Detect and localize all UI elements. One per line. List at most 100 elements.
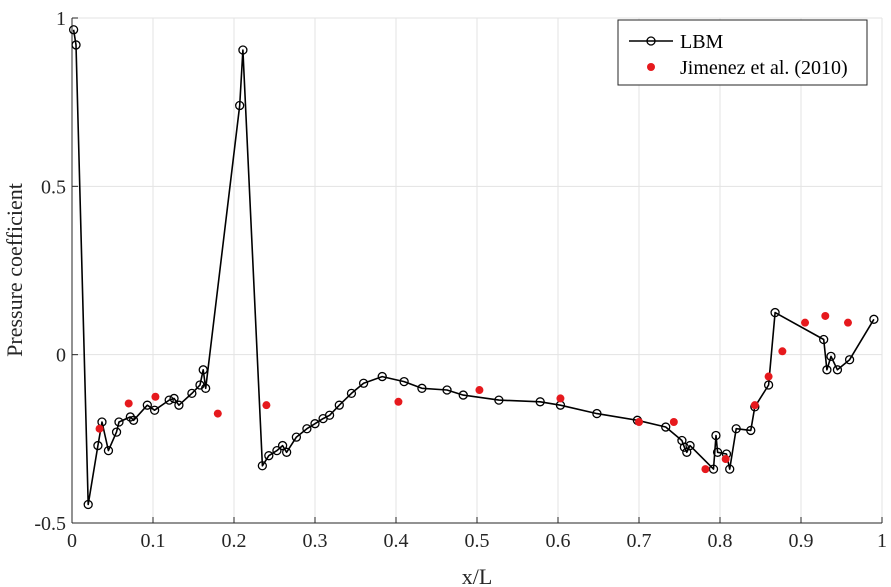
x-axis-title: x/L	[462, 564, 493, 587]
lbm-data-point	[661, 422, 671, 432]
series	[68, 25, 879, 510]
lbm-data-point	[711, 430, 721, 441]
lbm-data-point	[164, 395, 174, 405]
lbm-data-point	[377, 371, 387, 382]
lbm-data-point	[334, 400, 344, 410]
legend-lbm-label: LBM	[680, 31, 724, 53]
lbm-data-point	[399, 376, 409, 387]
jimenez-data-point	[821, 311, 830, 320]
lbm-data-point	[142, 400, 152, 410]
x-tick-label: 0.5	[465, 530, 490, 552]
lbm-data-point	[238, 45, 248, 55]
lbm-data-point	[302, 424, 312, 434]
legend-jimenez-marker	[647, 63, 655, 71]
lbm-data-point	[198, 365, 208, 375]
lbm-data-point	[272, 445, 282, 456]
lbm-data-point	[111, 427, 122, 437]
lbm-data-point	[71, 40, 81, 50]
jimenez-data-point	[262, 401, 271, 410]
jimenez-data-point	[801, 318, 810, 327]
lbm-data-point	[832, 365, 843, 375]
grid	[71, 17, 883, 524]
x-tick-label: 1	[877, 530, 887, 552]
lbm-data-point	[358, 378, 369, 388]
jimenez-data-point	[124, 399, 133, 408]
x-tick-label: 0.4	[384, 530, 409, 552]
y-tick-labels: -0.5 0 0.5 1	[34, 8, 66, 535]
jimenez-data-point	[778, 347, 787, 356]
jimenez-data-point	[721, 455, 730, 464]
x-tick-label: 0	[67, 530, 77, 552]
lbm-data-point	[826, 351, 836, 362]
legend-jimenez-label: Jimenez et al. (2010)	[680, 57, 848, 79]
jimenez-data-point	[669, 418, 678, 426]
x-tick-label: 0.8	[708, 530, 733, 552]
series-0	[68, 25, 879, 510]
lbm-data-point	[535, 397, 545, 407]
lbm-data-point	[819, 334, 829, 345]
y-tick-label: 1	[56, 8, 66, 30]
jimenez-data-point	[394, 397, 403, 406]
lbm-series-line	[72, 29, 875, 506]
x-tick-label: 0.6	[546, 530, 571, 552]
jimenez-data-point	[701, 465, 710, 474]
lbm-data-point	[822, 365, 832, 375]
jimenez-data-point	[750, 401, 759, 410]
lbm-data-point	[200, 383, 211, 393]
x-tick-label: 0.1	[141, 530, 166, 552]
y-tick-label: 0	[56, 345, 66, 367]
legend-box	[617, 19, 868, 86]
lbm-data-point	[103, 445, 114, 456]
lbm-data-point	[291, 432, 302, 442]
x-tick-label: 0.9	[789, 530, 814, 552]
lbm-data-point	[93, 440, 103, 451]
lbm-data-point	[128, 415, 139, 425]
jimenez-data-point	[556, 394, 565, 403]
jimenez-data-point	[213, 409, 222, 418]
legend: LBM Jimenez et al. (2010)	[617, 19, 868, 86]
lbm-data-point	[174, 400, 184, 410]
x-tick-label: 0.2	[222, 530, 247, 552]
lbm-data-point	[187, 388, 197, 399]
jimenez-data-point	[843, 318, 852, 327]
lbm-data-point	[708, 464, 719, 474]
x-tick-labels: 0 0.1 0.2 0.3 0.4 0.5 0.6 0.7 0.8 0.9 1	[67, 530, 887, 552]
lbm-data-point	[149, 405, 160, 415]
lbm-data-point	[324, 410, 335, 420]
lbm-data-point	[770, 307, 780, 318]
lbm-data-point	[169, 393, 179, 404]
lbm-data-point	[712, 447, 723, 457]
lbm-data-point	[679, 442, 690, 452]
x-tick-label: 0.7	[627, 530, 652, 552]
legend-lbm-marker	[646, 36, 656, 46]
lbm-data-point	[277, 440, 288, 451]
lbm-data-point	[83, 499, 93, 510]
lbm-data-point	[725, 464, 735, 474]
lbm-data-point	[763, 380, 774, 390]
lbm-data-point	[310, 419, 320, 429]
jimenez-data-point	[151, 392, 160, 401]
jimenez-data-point	[475, 386, 484, 395]
lbm-data-point	[458, 390, 468, 400]
series-1	[95, 311, 852, 474]
axes	[71, 17, 883, 524]
lbm-data-point	[68, 25, 79, 35]
y-tick-label: 0.5	[41, 176, 66, 198]
y-tick-label: -0.5	[34, 513, 66, 535]
lbm-data-point	[235, 100, 245, 111]
lbm-data-point	[844, 355, 855, 365]
lbm-data-point	[685, 440, 695, 451]
lbm-data-point	[746, 425, 756, 436]
lbm-data-point	[417, 383, 427, 393]
lbm-data-point	[731, 424, 741, 434]
x-tick-label: 0.3	[303, 530, 328, 552]
lbm-data-point	[114, 417, 124, 427]
jimenez-data-point	[95, 424, 104, 433]
lbm-data-point	[257, 461, 268, 471]
jimenez-data-point	[635, 418, 643, 426]
lbm-data-point	[592, 408, 602, 419]
lbm-data-point	[346, 388, 357, 399]
lbm-data-point	[442, 385, 452, 395]
lbm-data-point	[281, 447, 292, 457]
